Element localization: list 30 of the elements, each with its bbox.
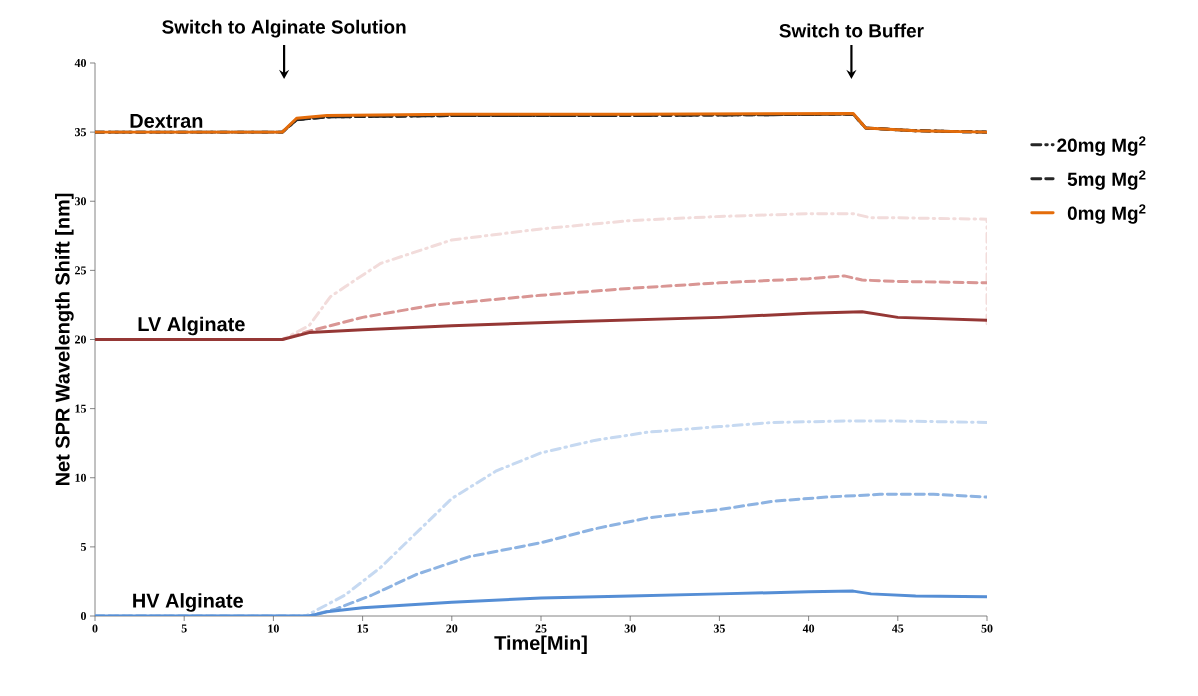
x-tick-label: 25 — [535, 624, 547, 633]
x-tick-label: 30 — [624, 624, 636, 633]
y-tick-label: 30 — [74, 197, 87, 206]
annotation: HV Alginate — [133, 593, 243, 612]
y-tick-label: 35 — [74, 128, 87, 137]
y-tick-label: 0 — [80, 611, 87, 621]
x-tick-label: 45 — [891, 624, 904, 633]
legend-label: 5mg Mg$^{2}$ — [1067, 170, 1146, 190]
ref-line-label: Switch to Buffer — [779, 23, 924, 38]
x-tick-label: 5 — [181, 624, 187, 633]
x-tick-label: 20 — [446, 624, 458, 633]
legend-label: 20mg Mg$^{2}$ — [1057, 136, 1146, 156]
x-tick-label: 35 — [713, 624, 725, 633]
ref-line-label: Switch to Alginate Solution — [162, 19, 406, 38]
y-axis-title: Net SPR Wavelength Shift [nm] — [55, 193, 74, 486]
x-tick-label: 40 — [802, 624, 815, 633]
annotation: Dextran — [130, 114, 203, 128]
x-tick-label: 0 — [92, 624, 98, 633]
x-axis-title: Time[Min] — [494, 635, 587, 655]
y-tick-label: 20 — [75, 335, 87, 344]
y-tick-label: 10 — [75, 473, 87, 482]
y-tick-label: 25 — [75, 266, 87, 275]
y-tick-label: 40 — [74, 58, 87, 68]
y-tick-label: 5 — [80, 542, 87, 551]
x-tick-label: 50 — [981, 624, 993, 633]
x-tick-label: 15 — [357, 624, 369, 633]
x-tick-label: 10 — [268, 624, 279, 633]
annotation: LV Alginate — [138, 316, 245, 336]
legend-label: 0mg Mg$^{2}$ — [1067, 204, 1146, 224]
y-tick-label: 15 — [75, 404, 87, 413]
